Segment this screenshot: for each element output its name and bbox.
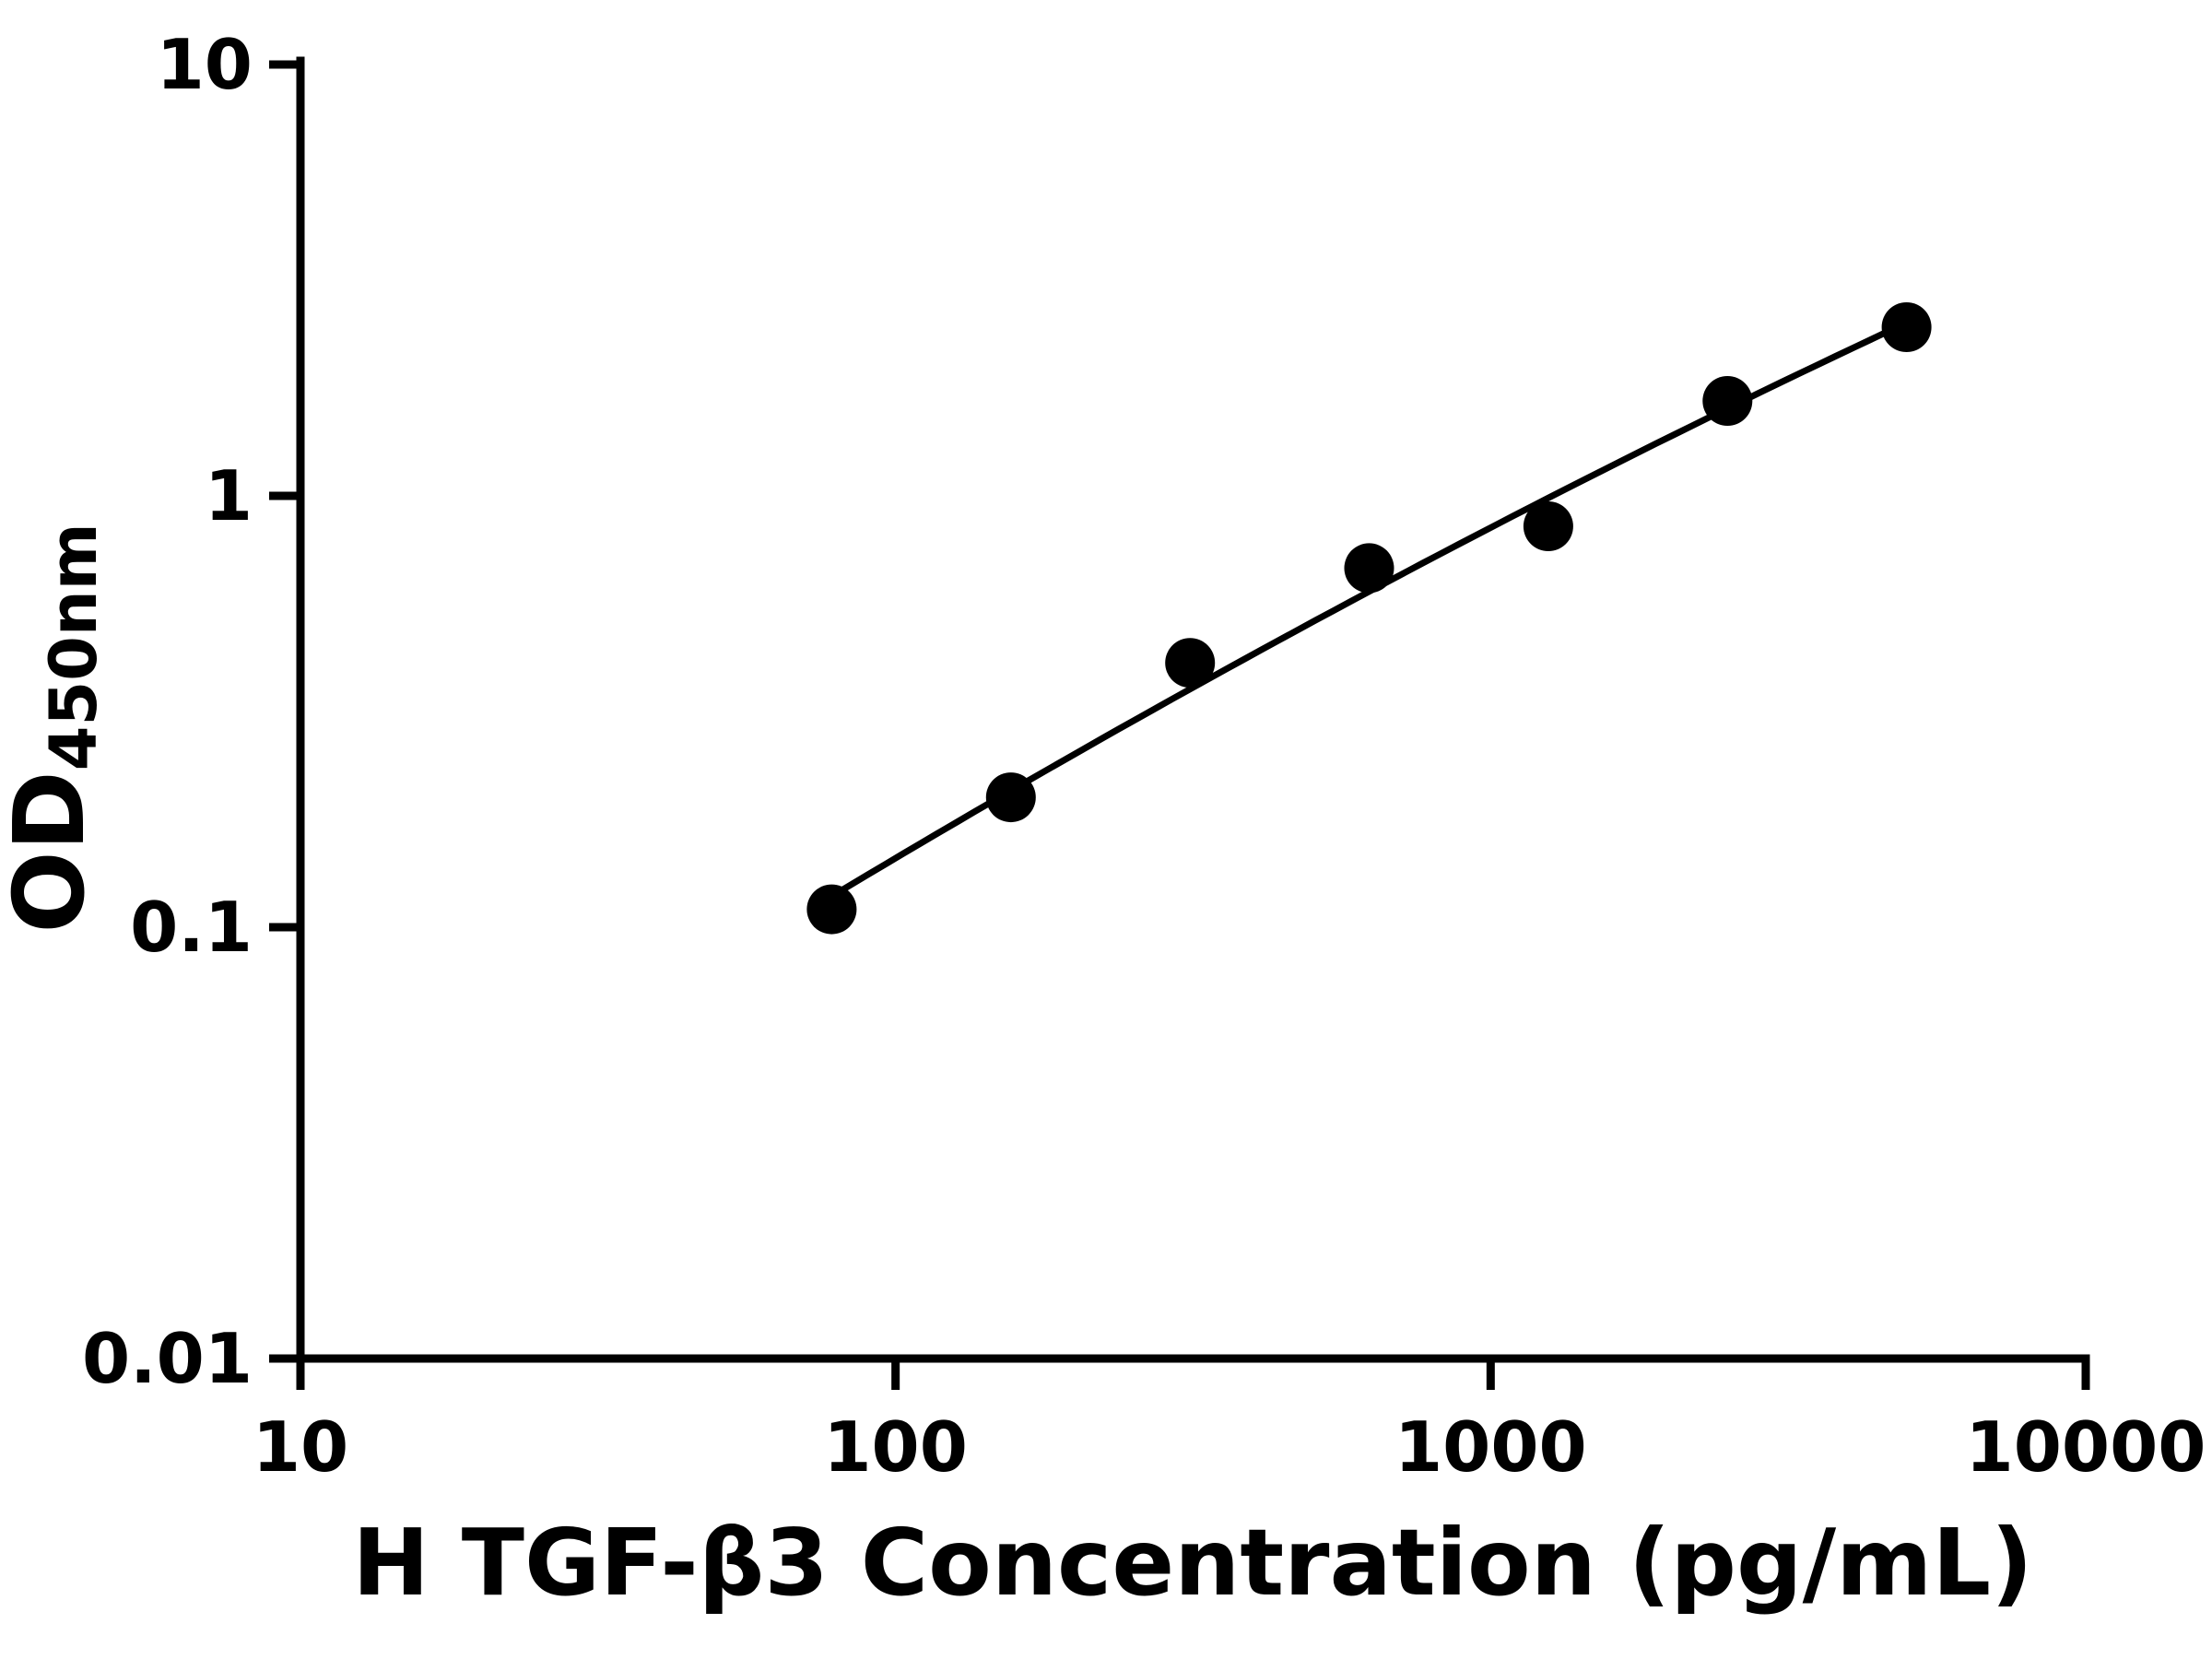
y-tick-label: 10: [157, 24, 253, 105]
data-point-marker: [806, 884, 857, 935]
y-axis-ticks: 0.01 0.1 1 10: [82, 24, 300, 1399]
y-tick-label: 1: [205, 455, 253, 536]
x-tick-label: 100: [823, 1406, 968, 1488]
data-point-marker: [1881, 302, 1932, 352]
data-point-marker: [1523, 501, 1573, 551]
data-point-marker: [1344, 543, 1394, 594]
y-axis-title-subscript: 450nm: [36, 523, 112, 771]
y-axis-title-main: OD: [0, 771, 106, 933]
data-point-marker: [1702, 376, 1753, 426]
y-axis-title: OD450nm: [0, 523, 112, 933]
data-series: [806, 302, 1932, 935]
y-tick-label: 0.1: [130, 887, 253, 968]
x-tick-label: 10000: [1966, 1406, 2206, 1488]
x-tick-label: 10: [253, 1406, 348, 1488]
data-point-marker: [985, 772, 1036, 823]
x-axis-title: H TGF-β3 Concentration (pg/mL): [352, 1509, 2033, 1617]
x-tick-label: 1000: [1394, 1406, 1587, 1488]
y-tick-label: 0.01: [82, 1318, 253, 1399]
x-axis-ticks: 10 100 1000 10000: [253, 1359, 2206, 1488]
data-point-marker: [1165, 638, 1216, 688]
